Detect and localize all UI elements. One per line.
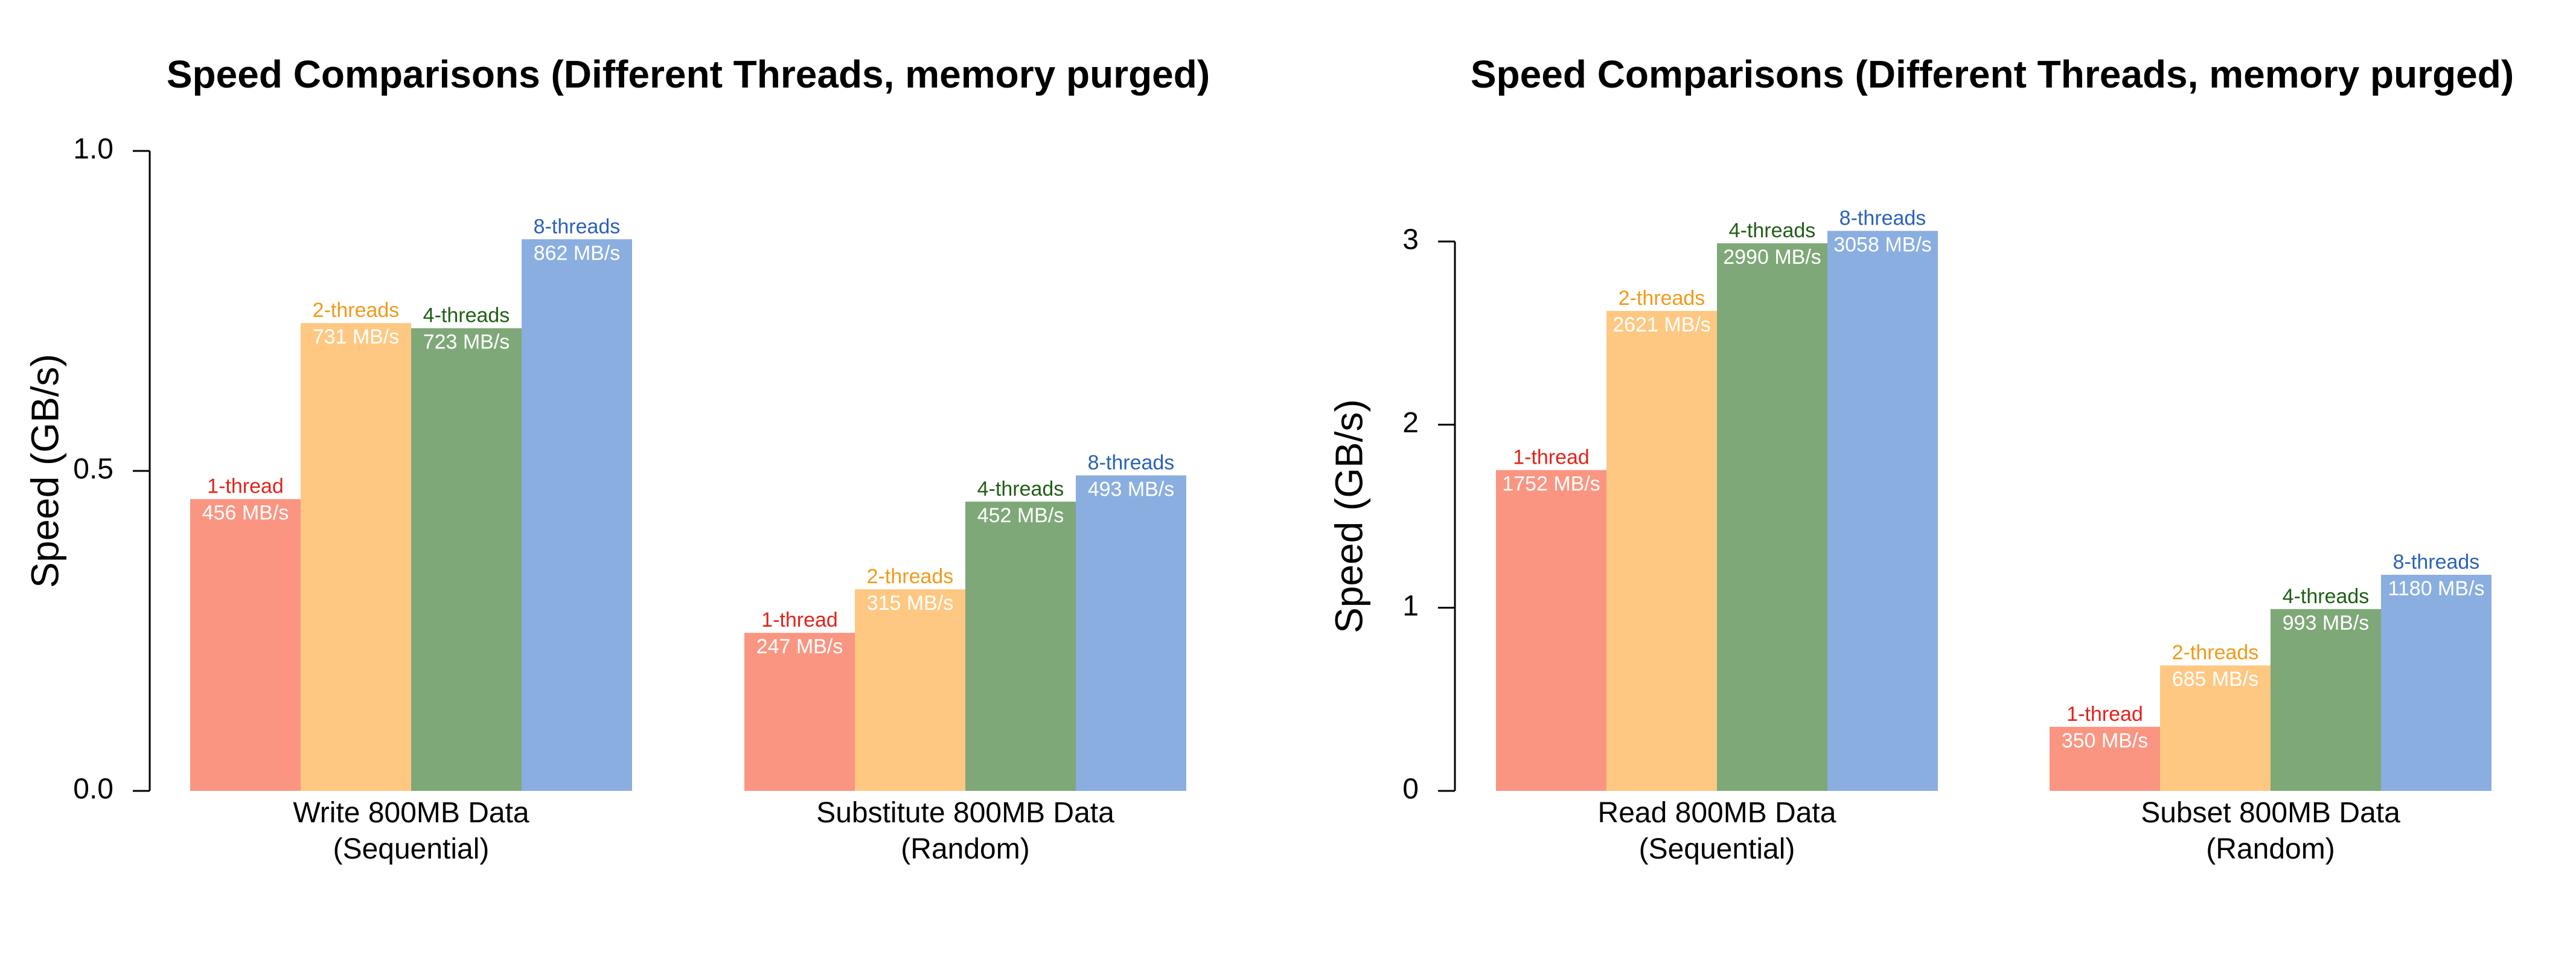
y-tick-label: 0.5: [73, 453, 113, 485]
y-tick-label: 1.0: [73, 133, 113, 165]
series-label: 4-threads: [2283, 585, 2370, 608]
series-label: 8-threads: [1839, 206, 1926, 229]
series-label: 4-threads: [977, 478, 1064, 500]
data-label: 456 MB/s: [202, 502, 289, 525]
data-label: 2990 MB/s: [1723, 246, 1821, 269]
bar: [2160, 665, 2271, 791]
data-label: 493 MB/s: [1088, 478, 1175, 500]
data-label: 452 MB/s: [977, 504, 1064, 527]
series-label: 1-thread: [207, 475, 284, 498]
bar: [411, 328, 522, 791]
series-label: 2-threads: [1619, 287, 1705, 310]
data-label: 685 MB/s: [2172, 668, 2259, 691]
bar: [2381, 575, 2491, 791]
y-tick-label: 3: [1402, 224, 1419, 256]
series-label: 2-threads: [313, 299, 400, 322]
series-label: 1-thread: [1513, 446, 1590, 469]
category-sublabel: (Random): [901, 833, 1029, 865]
category-sublabel: (Random): [2206, 833, 2335, 865]
series-label: 8-threads: [2393, 551, 2480, 574]
y-tick-label: 0.0: [73, 773, 113, 805]
series-label: 2-threads: [867, 565, 954, 588]
category-label: Write 800MB Data: [293, 797, 529, 829]
category-sublabel: (Sequential): [333, 833, 490, 865]
y-axis-label: Speed (GB/s): [1327, 399, 1370, 633]
data-label: 1180 MB/s: [2388, 577, 2484, 600]
y-tick-label: 0: [1402, 773, 1419, 805]
bar: [1496, 470, 1606, 791]
bar: [190, 499, 301, 791]
data-label: 247 MB/s: [756, 635, 843, 658]
data-label: 993 MB/s: [2283, 612, 2370, 635]
bar: [2271, 609, 2381, 791]
data-label: 723 MB/s: [423, 331, 510, 354]
bar: [2050, 726, 2160, 791]
bar: [1827, 231, 1938, 791]
data-label: 862 MB/s: [534, 241, 621, 264]
bar: [1717, 243, 1827, 791]
series-label: 8-threads: [534, 215, 621, 238]
series-label: 1-thread: [761, 609, 838, 632]
data-label: 731 MB/s: [313, 325, 400, 348]
bar: [1076, 475, 1186, 791]
bar: [301, 323, 411, 791]
chart-title: Speed Comparisons (Different Threads, me…: [1471, 53, 2514, 96]
series-label: 8-threads: [1088, 451, 1175, 474]
series-label: 4-threads: [1729, 219, 1816, 242]
category-sublabel: (Sequential): [1639, 833, 1795, 865]
bar: [522, 239, 632, 791]
bar: [744, 633, 855, 791]
category-label: Read 800MB Data: [1598, 797, 1836, 829]
category-label: Subset 800MB Data: [2141, 797, 2400, 829]
data-label: 2621 MB/s: [1612, 313, 1711, 336]
category-label: Substitute 800MB Data: [816, 797, 1114, 829]
y-tick-label: 2: [1402, 407, 1419, 439]
series-label: 4-threads: [423, 304, 510, 327]
bar: [1606, 310, 1717, 791]
data-label: 3058 MB/s: [1833, 233, 1932, 256]
data-label: 315 MB/s: [867, 592, 954, 615]
data-label: 350 MB/s: [2062, 729, 2149, 752]
y-axis-label: Speed (GB/s): [23, 354, 66, 588]
y-tick-label: 1: [1402, 590, 1419, 622]
data-label: 1752 MB/s: [1502, 473, 1600, 496]
series-label: 2-threads: [2172, 641, 2259, 664]
bar: [965, 501, 1076, 791]
bar: [855, 589, 965, 791]
chart-title: Speed Comparisons (Different Threads, me…: [167, 53, 1210, 96]
series-label: 1-thread: [2066, 703, 2143, 726]
